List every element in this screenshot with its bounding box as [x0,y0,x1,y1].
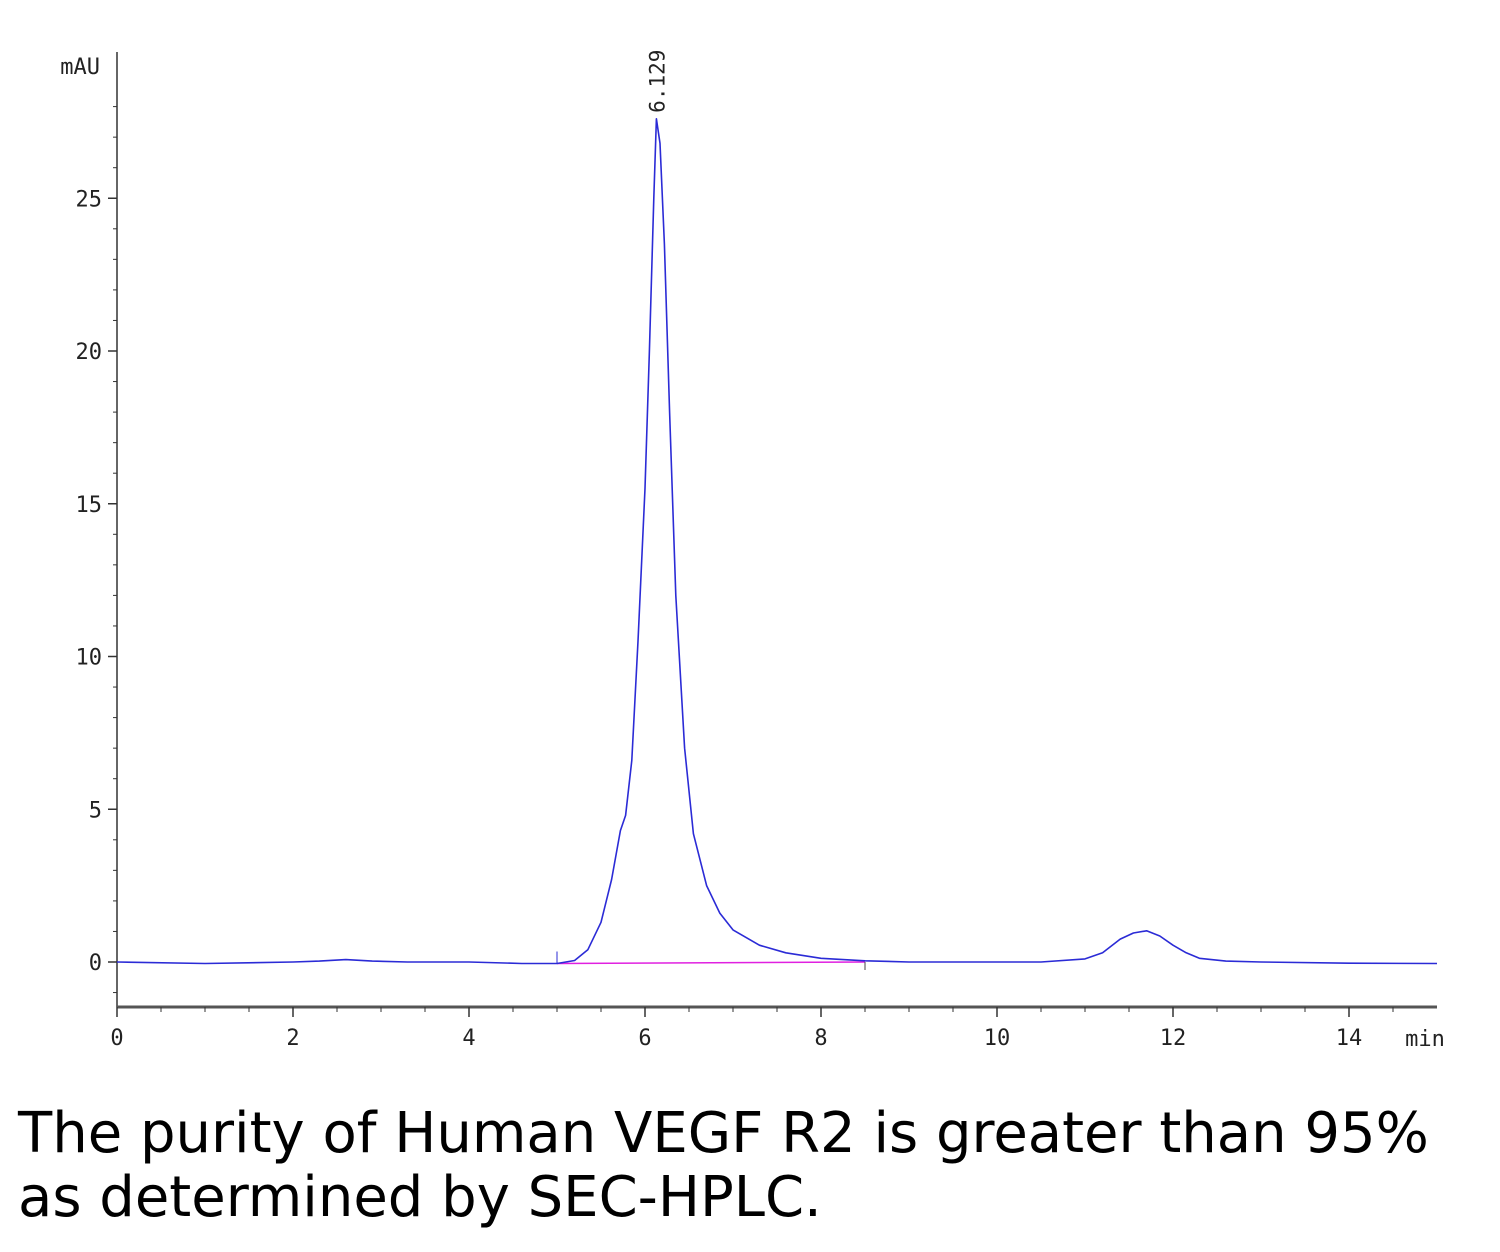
y-tick-label: 25 [76,187,103,212]
x-tick-label: 2 [286,1026,299,1051]
plot-area: 6.129 [116,50,1438,970]
y-tick-label: 15 [76,493,103,518]
y-tick-label: 0 [89,951,102,976]
axes [116,52,1437,1009]
x-tick-label: 6 [638,1026,651,1051]
x-tick-label: 12 [1160,1026,1187,1051]
y-axis-label: mAU [60,55,100,80]
series-line [116,118,1438,965]
y-axis-ticks: 0 5 10 15 20 25 [76,106,117,994]
caption: The purity of Human VEGF R2 is greater t… [18,1101,1429,1230]
x-tick-label: 4 [462,1026,475,1051]
integration-baseline [556,961,866,965]
chromatogram-chart: 0 5 10 15 20 25 0 2 4 6 8 10 12 14 6.129 mAU min [60,50,1445,1052]
y-tick-label: 20 [76,340,103,365]
peak-label: 6.129 [645,50,669,113]
x-tick-label: 14 [1336,1026,1363,1051]
y-tick-label: 5 [89,798,102,823]
x-tick-label: 10 [984,1026,1011,1051]
x-axis-ticks: 0 2 4 6 8 10 12 14 [110,1007,1394,1051]
y-tick-label: 10 [76,646,103,671]
x-axis-label: min [1405,1027,1445,1052]
x-tick-label: 0 [110,1026,123,1051]
x-tick-label: 8 [814,1026,827,1051]
